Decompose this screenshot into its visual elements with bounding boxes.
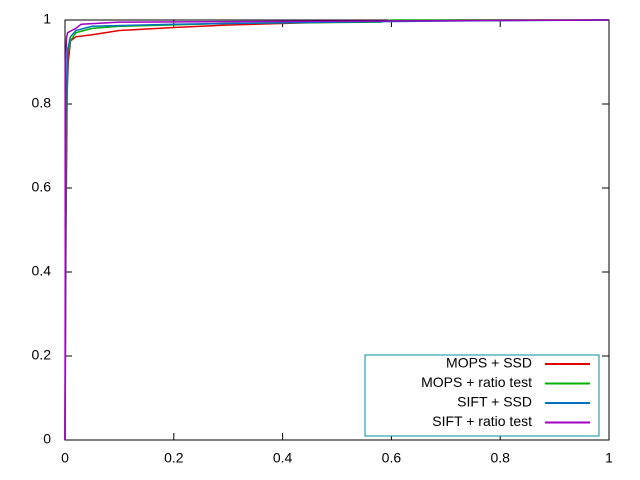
y-tick-label: 0 [43,431,51,447]
legend-label: MOPS + ratio test [421,374,532,390]
y-tick-label: 0.2 [32,347,52,363]
x-tick-label: 1 [605,450,613,466]
series-line [64,19,610,441]
legend-label: SIFT + ratio test [432,413,532,429]
x-tick-label: 0.6 [382,450,402,466]
y-tick-label: 0.8 [32,95,52,111]
y-tick-label: 0.6 [32,179,52,195]
y-tick-label: 1 [43,11,51,27]
x-tick-label: 0.4 [273,450,293,466]
x-tick-label: 0 [61,450,69,466]
legend-label: SIFT + SSD [457,394,532,410]
y-tick-label: 0.4 [32,263,52,279]
legend-label: MOPS + SSD [446,355,532,371]
x-tick-label: 0.2 [164,450,184,466]
x-tick-label: 0.8 [490,450,510,466]
